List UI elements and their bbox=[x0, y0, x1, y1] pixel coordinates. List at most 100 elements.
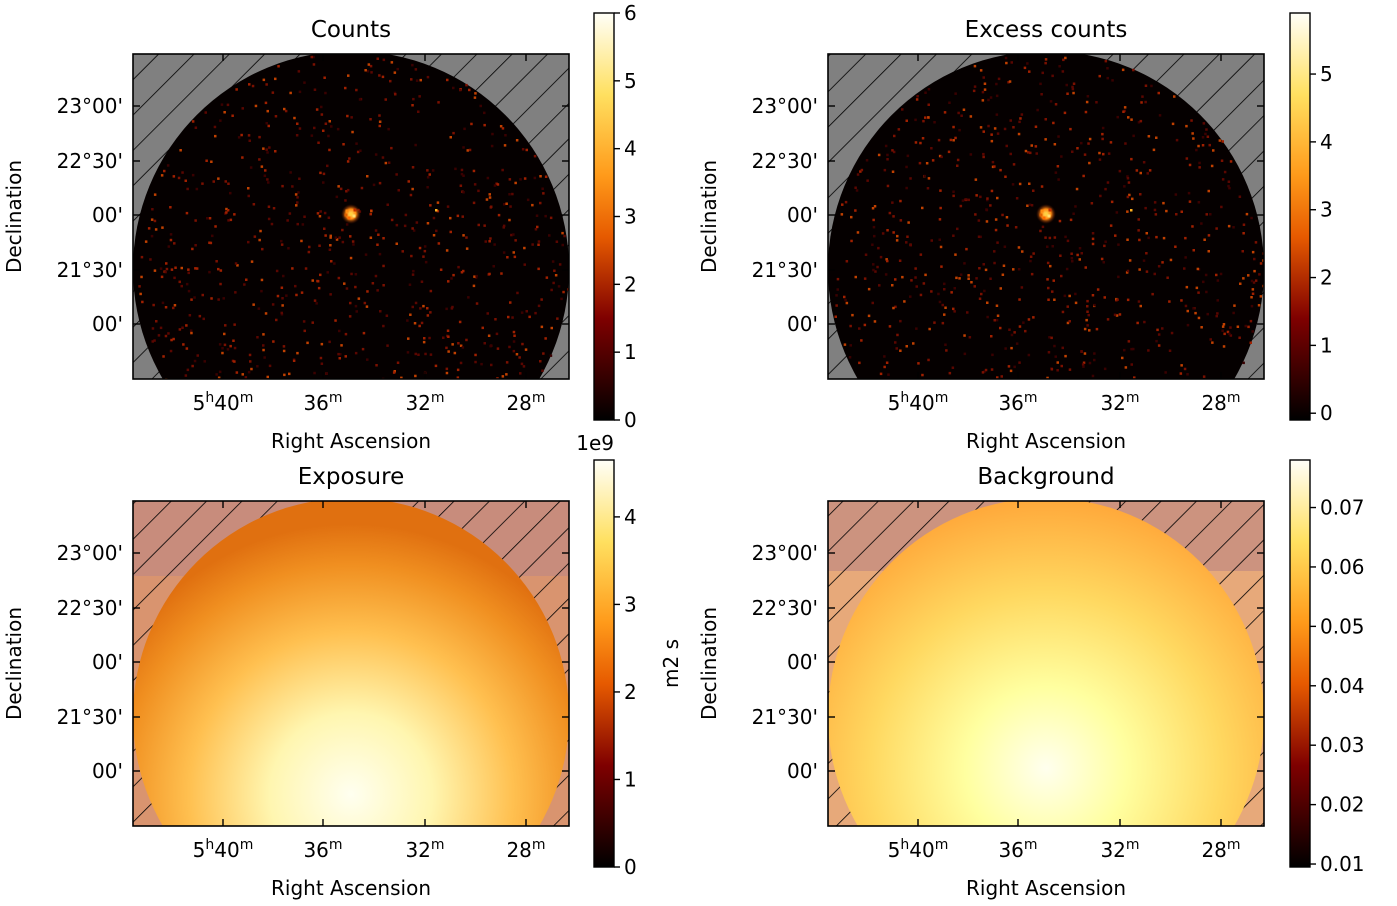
event-pixel bbox=[260, 289, 263, 293]
event-pixel bbox=[1017, 268, 1021, 271]
event-pixel bbox=[1245, 212, 1249, 216]
event-pixel bbox=[318, 215, 322, 218]
event-pixel bbox=[463, 127, 466, 131]
event-pixel bbox=[295, 134, 299, 137]
colorbar: 0.010.020.030.040.050.060.07 bbox=[1289, 459, 1365, 876]
event-pixel bbox=[993, 250, 996, 253]
event-pixel bbox=[850, 215, 853, 219]
event-pixel bbox=[354, 304, 358, 308]
event-pixel bbox=[959, 204, 963, 208]
event-pixel bbox=[1183, 267, 1186, 270]
event-pixel bbox=[512, 349, 516, 353]
axes-frame bbox=[132, 53, 570, 380]
event-pixel bbox=[390, 218, 394, 222]
event-pixel bbox=[395, 223, 399, 227]
event-pixel bbox=[296, 351, 299, 355]
event-pixel bbox=[462, 269, 465, 273]
event-pixel bbox=[892, 306, 895, 310]
event-pixel bbox=[1162, 201, 1165, 205]
event-pixel bbox=[1091, 242, 1095, 246]
event-pixel bbox=[1059, 254, 1062, 257]
event-pixel bbox=[329, 236, 332, 239]
event-pixel bbox=[218, 343, 222, 346]
event-pixel bbox=[1136, 321, 1139, 325]
event-pixel bbox=[533, 176, 537, 180]
event-pixel bbox=[510, 233, 513, 237]
event-pixel bbox=[185, 347, 189, 350]
event-pixel bbox=[514, 239, 517, 242]
event-pixel bbox=[1259, 295, 1263, 298]
event-pixel bbox=[963, 352, 967, 356]
event-pixel bbox=[1071, 150, 1074, 153]
chart-title: Background bbox=[977, 464, 1114, 490]
event-pixel bbox=[381, 75, 385, 79]
event-pixel bbox=[465, 83, 468, 87]
event-pixel bbox=[172, 306, 175, 310]
event-pixel bbox=[326, 164, 329, 168]
event-pixel bbox=[477, 189, 480, 193]
event-pixel bbox=[191, 247, 194, 251]
event-pixel bbox=[231, 114, 234, 117]
event-pixel bbox=[989, 204, 992, 207]
event-pixel bbox=[304, 267, 308, 270]
event-pixel bbox=[844, 298, 847, 302]
event-pixel bbox=[502, 224, 506, 228]
event-pixel bbox=[841, 203, 844, 206]
plot-area bbox=[133, 54, 569, 379]
event-pixel bbox=[180, 266, 183, 270]
event-pixel bbox=[231, 359, 235, 363]
event-pixel bbox=[899, 199, 902, 203]
colorbar-tick-label: 0.04 bbox=[1320, 674, 1365, 698]
event-pixel bbox=[382, 58, 386, 62]
event-pixel bbox=[523, 246, 526, 250]
event-pixel bbox=[937, 292, 940, 296]
event-pixel bbox=[1180, 210, 1183, 213]
event-pixel bbox=[1056, 361, 1059, 364]
event-pixel bbox=[983, 370, 986, 373]
event-pixel bbox=[1032, 316, 1035, 319]
event-pixel bbox=[977, 219, 981, 222]
event-pixel bbox=[1251, 288, 1255, 291]
event-pixel bbox=[357, 297, 361, 300]
event-pixel bbox=[1247, 274, 1250, 277]
event-pixel bbox=[1012, 268, 1015, 271]
event-pixel bbox=[872, 225, 876, 229]
event-pixel bbox=[474, 353, 477, 357]
event-pixel bbox=[352, 243, 355, 246]
event-pixel bbox=[292, 358, 296, 361]
event-pixel bbox=[1034, 125, 1038, 128]
event-pixel bbox=[1074, 301, 1078, 305]
event-pixel bbox=[407, 337, 410, 340]
event-pixel bbox=[263, 356, 266, 359]
event-pixel bbox=[867, 314, 871, 318]
event-pixel bbox=[271, 303, 275, 306]
event-pixel bbox=[1075, 187, 1079, 191]
event-pixel bbox=[533, 154, 537, 158]
event-pixel bbox=[1001, 213, 1004, 217]
event-pixel bbox=[1180, 364, 1183, 367]
event-pixel bbox=[1130, 363, 1133, 366]
event-pixel bbox=[322, 129, 325, 132]
event-pixel bbox=[1197, 291, 1200, 294]
event-pixel bbox=[1152, 148, 1156, 152]
event-pixel bbox=[187, 289, 191, 293]
event-pixel bbox=[480, 362, 483, 366]
event-pixel bbox=[386, 344, 389, 347]
event-pixel bbox=[1083, 153, 1087, 156]
event-pixel bbox=[233, 346, 237, 350]
event-pixel bbox=[884, 273, 888, 276]
event-pixel bbox=[1135, 169, 1139, 172]
event-pixel bbox=[1032, 189, 1035, 192]
event-pixel bbox=[863, 277, 867, 280]
event-pixel bbox=[986, 301, 989, 304]
event-pixel bbox=[189, 329, 193, 332]
event-pixel bbox=[354, 351, 358, 355]
event-pixel bbox=[1066, 239, 1070, 243]
event-pixel bbox=[933, 121, 936, 124]
y-tick-label: 00' bbox=[787, 759, 818, 783]
event-pixel bbox=[508, 345, 511, 349]
event-pixel bbox=[1192, 249, 1195, 252]
event-pixel bbox=[162, 355, 165, 358]
event-pixel bbox=[445, 249, 449, 252]
event-pixel bbox=[995, 304, 999, 307]
